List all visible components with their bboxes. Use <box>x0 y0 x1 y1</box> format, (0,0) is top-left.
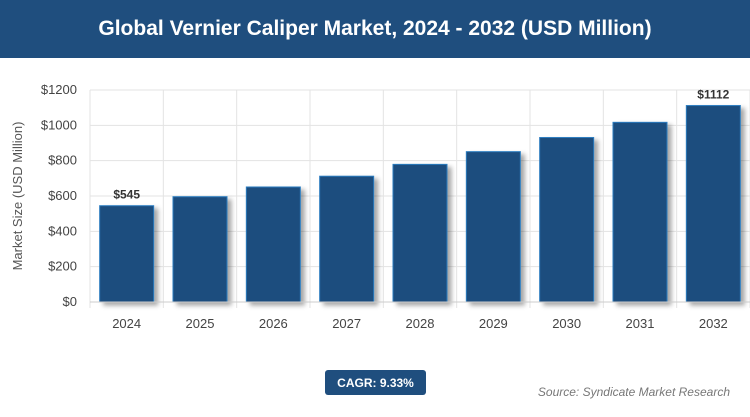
y-tick-label: $400 <box>48 223 77 238</box>
x-tick-label: 2026 <box>259 316 288 331</box>
bar-2028 <box>392 163 448 303</box>
bar-2027 <box>319 175 375 303</box>
y-tick-label: $800 <box>48 153 77 168</box>
bar-2025 <box>172 196 228 303</box>
x-tick-label: 2027 <box>332 316 361 331</box>
y-tick-label: $200 <box>48 259 77 274</box>
bar-2031 <box>612 121 668 303</box>
x-tick-label: 2032 <box>699 316 728 331</box>
x-tick-label: 2025 <box>186 316 215 331</box>
x-tick-label: 2030 <box>552 316 581 331</box>
source-note: Source: Syndicate Market Research <box>537 385 730 399</box>
bar-2024 <box>99 205 155 303</box>
data-label: $545 <box>113 188 140 202</box>
bar-2029 <box>465 151 521 303</box>
y-tick-label: $600 <box>48 188 77 203</box>
x-tick-label: 2029 <box>479 316 508 331</box>
data-label: $1112 <box>697 88 729 102</box>
y-axis-label: Market Size (USD Million) <box>10 122 25 271</box>
x-tick-label: 2024 <box>112 316 141 331</box>
y-tick-label: $0 <box>63 294 77 309</box>
cagr-badge: CAGR: 9.33% <box>325 370 426 395</box>
bar-chart: $0 $200 $400 $600 $800 $1000 $1200 Market Size … <box>10 82 750 331</box>
y-tick-label: $1000 <box>41 117 77 132</box>
bar-2026 <box>245 186 301 303</box>
chart-title: Global Vernier Caliper Market, 2024 - 20… <box>0 0 750 58</box>
bar-2030 <box>539 137 595 303</box>
bar-2032 <box>685 105 741 303</box>
x-tick-label: 2031 <box>626 316 655 331</box>
y-tick-label: $1200 <box>41 82 77 97</box>
x-tick-label: 2028 <box>406 316 435 331</box>
